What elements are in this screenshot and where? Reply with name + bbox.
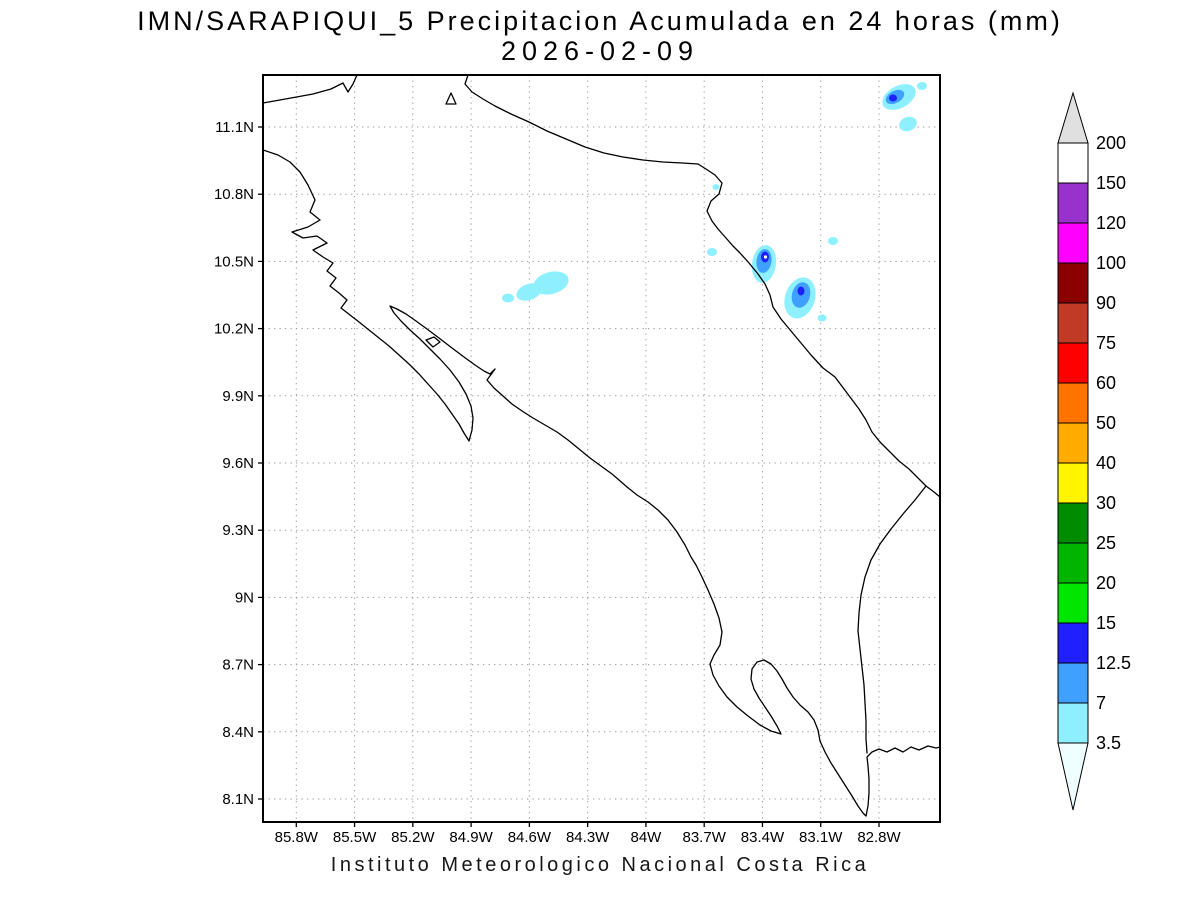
- colorbar-level-label: 40: [1096, 453, 1116, 473]
- colorbar-segment: [1057, 342, 1089, 384]
- colorbar-level-label: 120: [1096, 213, 1126, 233]
- colorbar-segment: [1057, 542, 1089, 584]
- colorbar-arrow-bottom: [1057, 742, 1089, 811]
- colorbar-segment: [1057, 502, 1089, 544]
- colorbar-level-label: 25: [1096, 533, 1116, 553]
- axes: 85.8W 85.5W 85.2W 84.9W 84.6W 84.3W 84W 83.7W 83…: [214, 119, 902, 846]
- y-axis-tick-label: 9.9N: [222, 388, 254, 405]
- y-axis-tick-label: 9N: [235, 589, 254, 606]
- x-axis-tick-label: 84W: [630, 829, 662, 846]
- coastline-path: [263, 75, 358, 104]
- plot-frame: [262, 74, 941, 823]
- coastline-path: [464, 75, 699, 165]
- coastline-path: [857, 485, 927, 754]
- colorbar-segment: [1057, 662, 1089, 704]
- colorbar-segment: [1057, 302, 1089, 344]
- colorbar-level-label: 12.5: [1096, 653, 1131, 673]
- colorbar-level-label: 30: [1096, 493, 1116, 513]
- colorbar-segment: [1057, 262, 1089, 304]
- y-axis-tick-label: 8.1N: [222, 791, 254, 808]
- coastline-path: [425, 336, 441, 348]
- precip-cell: [712, 184, 720, 190]
- precip-cell: [828, 237, 838, 245]
- y-axis-tick-label: 9.3N: [222, 522, 254, 539]
- coastline-path: [263, 149, 940, 817]
- x-axis-tick-label: 84.6W: [508, 829, 552, 846]
- precip-cell: [763, 255, 768, 259]
- colorbar-segment: [1057, 582, 1089, 624]
- colorbar-segment: [1057, 462, 1089, 504]
- x-axis-tick-label: 83.4W: [741, 829, 785, 846]
- y-axis-tick-label: 8.7N: [222, 657, 254, 674]
- colorbar-segment: [1057, 182, 1089, 224]
- colorbar-level-label: 200: [1096, 133, 1126, 153]
- colorbar-segment: [1057, 142, 1089, 184]
- y-axis-tick-label: 10.8N: [214, 186, 254, 203]
- y-axis-tick-label: 11.1N: [215, 119, 254, 136]
- precip-cell: [707, 248, 717, 256]
- precip-cell: [899, 116, 917, 132]
- precip-cell: [533, 271, 569, 295]
- precipitation-shading: [502, 82, 927, 322]
- colorbar-legend: 200 150 120 100 90 75 60 50 40 30 25 20 15 12.5 7 3.5: [1057, 91, 1131, 811]
- x-axis-tick-label: 84.3W: [566, 829, 610, 846]
- colorbar-level-label: 20: [1096, 573, 1116, 593]
- coastline-path: [697, 163, 940, 498]
- y-axis-tick-label: 9.6N: [222, 455, 254, 472]
- precip-cell: [917, 82, 927, 90]
- colorbar-level-label: 150: [1096, 173, 1126, 193]
- colorbar-segment: [1057, 222, 1089, 264]
- colorbar-segment: [1057, 622, 1089, 664]
- x-axis-tick-label: 83.7W: [683, 829, 727, 846]
- y-axis-tick-label: 10.2N: [214, 321, 254, 338]
- x-axis-tick-label: 85.2W: [391, 829, 435, 846]
- colorbar-segment: [1057, 702, 1089, 744]
- precip-cell: [516, 283, 542, 301]
- colorbar-level-label: 15: [1096, 613, 1116, 633]
- colorbar-level-label: 50: [1096, 413, 1116, 433]
- colorbar-level-label: 100: [1096, 253, 1126, 273]
- y-axis-tick-label: 8.4N: [222, 724, 254, 741]
- x-axis-tick-label: 82.8W: [857, 829, 901, 846]
- colorbar-segment: [1057, 422, 1089, 464]
- x-axis-tick-label: 83.1W: [799, 829, 843, 846]
- precip-cell: [817, 314, 827, 322]
- colorbar-level-label: 90: [1096, 293, 1116, 313]
- coastlines: [263, 75, 940, 817]
- x-axis-tick-label: 85.8W: [275, 829, 319, 846]
- page-title: IMN/SARAPIQUI_5 Precipitacion Acumulada …: [137, 6, 1063, 36]
- colorbar-segment: [1057, 382, 1089, 424]
- page-date: 2026-02-09: [500, 36, 700, 66]
- colorbar-level-label: 7: [1096, 693, 1106, 713]
- grid-lines: [263, 75, 940, 822]
- colorbar-level-label: 3.5: [1096, 733, 1121, 753]
- y-axis-tick-label: 10.5N: [214, 253, 254, 270]
- precip-cell: [797, 286, 805, 296]
- colorbar-arrow-top: [1057, 91, 1089, 144]
- x-axis-tick-label: 85.5W: [333, 829, 377, 846]
- precip-cell: [889, 94, 897, 102]
- x-axis-tick-label: 84.9W: [449, 829, 493, 846]
- colorbar-level-label: 75: [1096, 333, 1116, 353]
- footer-caption: Instituto Meteorologico Nacional Costa R…: [330, 854, 870, 876]
- coastline-path: [445, 92, 457, 105]
- precip-cell: [502, 293, 514, 303]
- colorbar-level-label: 60: [1096, 373, 1116, 393]
